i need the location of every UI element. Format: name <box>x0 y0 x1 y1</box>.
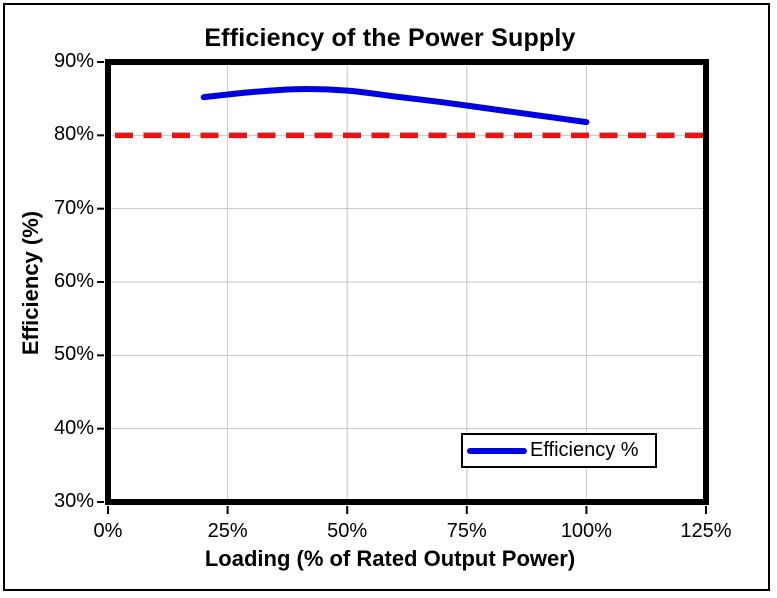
plot-border <box>105 59 709 505</box>
y-tick-label: 90% <box>53 50 94 72</box>
axis-tick-marks <box>97 61 707 514</box>
efficiency-curve <box>200 86 590 126</box>
x-tick-label: 125% <box>680 520 732 542</box>
y-tick-label: 60% <box>53 270 94 292</box>
legend-line-sample <box>467 447 527 454</box>
x-tick-label: 50% <box>327 520 368 542</box>
x-tick-label: 75% <box>446 520 487 542</box>
plot-border-group <box>105 59 709 505</box>
y-tick-label: 70% <box>53 196 94 219</box>
y-tick-label: 50% <box>53 343 94 366</box>
x-tick-label: 25% <box>207 520 248 542</box>
x-tick-label: 0% <box>93 520 123 542</box>
legend-label: Efficiency % <box>530 439 639 461</box>
x-tick-label: 100% <box>560 520 612 542</box>
y-axis-title: Efficiency (%) <box>18 210 43 356</box>
chart-title: Efficiency of the Power Supply <box>204 24 576 52</box>
legend: Efficiency % <box>461 433 657 468</box>
series-line-group <box>200 86 590 126</box>
y-tick-label: 80% <box>53 123 94 146</box>
figure-border <box>3 3 770 591</box>
x-axis-title: Loading (% of Rated Output Power) <box>204 546 576 571</box>
y-tick-label: 30% <box>53 490 94 512</box>
y-tick-label: 40% <box>53 416 94 439</box>
